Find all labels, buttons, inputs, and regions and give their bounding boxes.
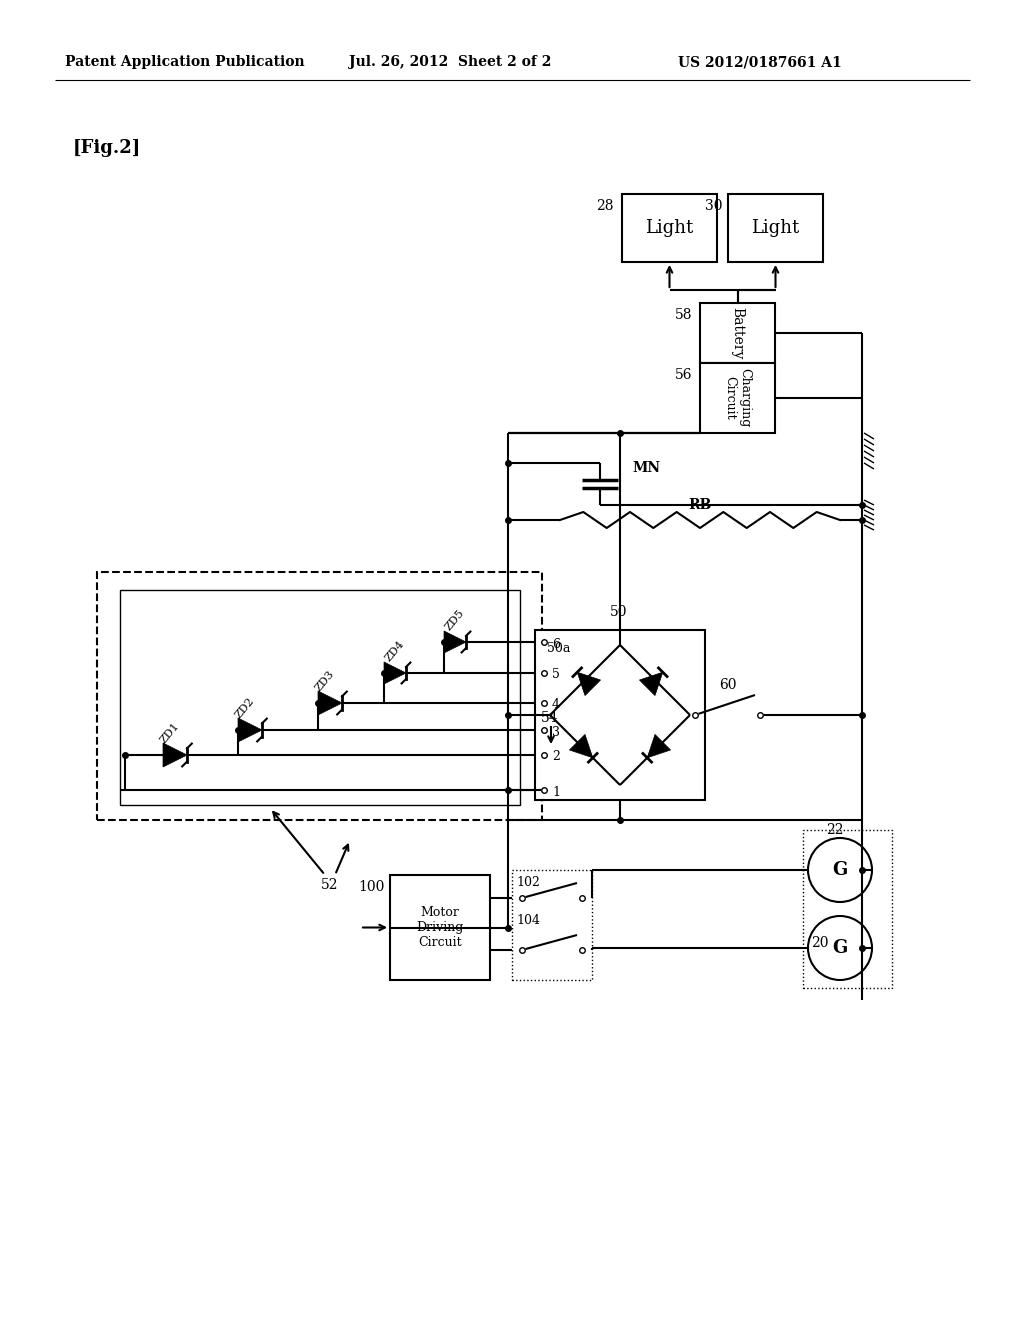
Text: 56: 56 [675, 368, 692, 381]
Bar [622, 194, 717, 261]
Bar [700, 363, 775, 433]
Text: 20: 20 [811, 936, 828, 950]
Text: 6: 6 [552, 638, 560, 651]
Text: Patent Application Publication: Patent Application Publication [66, 55, 305, 69]
Polygon shape [444, 631, 466, 653]
Text: 60: 60 [719, 678, 736, 692]
Bar [535, 630, 705, 800]
Text: 104: 104 [516, 913, 540, 927]
Text: 102: 102 [516, 875, 540, 888]
Text: 50: 50 [610, 605, 628, 619]
Polygon shape [578, 672, 600, 696]
Text: ZD5: ZD5 [443, 607, 466, 632]
Polygon shape [569, 734, 593, 758]
Polygon shape [163, 743, 187, 767]
Text: Battery: Battery [730, 306, 744, 359]
Polygon shape [647, 734, 671, 758]
Bar [728, 194, 823, 261]
Polygon shape [238, 718, 262, 742]
Text: 52: 52 [322, 878, 339, 892]
Text: RB: RB [688, 498, 712, 512]
Text: ZD3: ZD3 [313, 669, 337, 693]
Text: [Fig.2]: [Fig.2] [73, 139, 141, 157]
Text: 5: 5 [552, 668, 560, 681]
Text: MN: MN [632, 461, 660, 475]
Text: Charging
Circuit: Charging Circuit [724, 368, 752, 428]
Bar [700, 304, 775, 363]
Text: Light: Light [752, 219, 800, 238]
Text: ZD1: ZD1 [159, 721, 181, 746]
Text: 100: 100 [358, 880, 385, 894]
Text: Light: Light [645, 219, 693, 238]
Bar [390, 875, 490, 979]
Text: 1: 1 [552, 785, 560, 799]
Text: 54: 54 [542, 711, 559, 725]
Text: 2: 2 [552, 751, 560, 763]
Text: Motor
Driving
Circuit: Motor Driving Circuit [417, 906, 464, 949]
Text: 28: 28 [597, 199, 614, 213]
Bar [97, 572, 542, 820]
Text: 50a: 50a [547, 642, 570, 655]
Text: 22: 22 [826, 822, 844, 837]
Polygon shape [318, 690, 342, 715]
Text: ZD2: ZD2 [233, 696, 256, 721]
Text: ZD4: ZD4 [384, 639, 407, 663]
Text: Jul. 26, 2012  Sheet 2 of 2: Jul. 26, 2012 Sheet 2 of 2 [349, 55, 551, 69]
Text: G: G [833, 939, 848, 957]
Bar [120, 590, 520, 805]
Polygon shape [384, 663, 406, 684]
Text: 3: 3 [552, 726, 560, 738]
Text: 4: 4 [552, 698, 560, 711]
Text: 58: 58 [675, 308, 692, 322]
Text: US 2012/0187661 A1: US 2012/0187661 A1 [678, 55, 842, 69]
Text: 30: 30 [706, 199, 723, 213]
Text: G: G [833, 861, 848, 879]
Polygon shape [639, 672, 663, 696]
Bar [803, 830, 892, 987]
Bar [512, 870, 592, 979]
